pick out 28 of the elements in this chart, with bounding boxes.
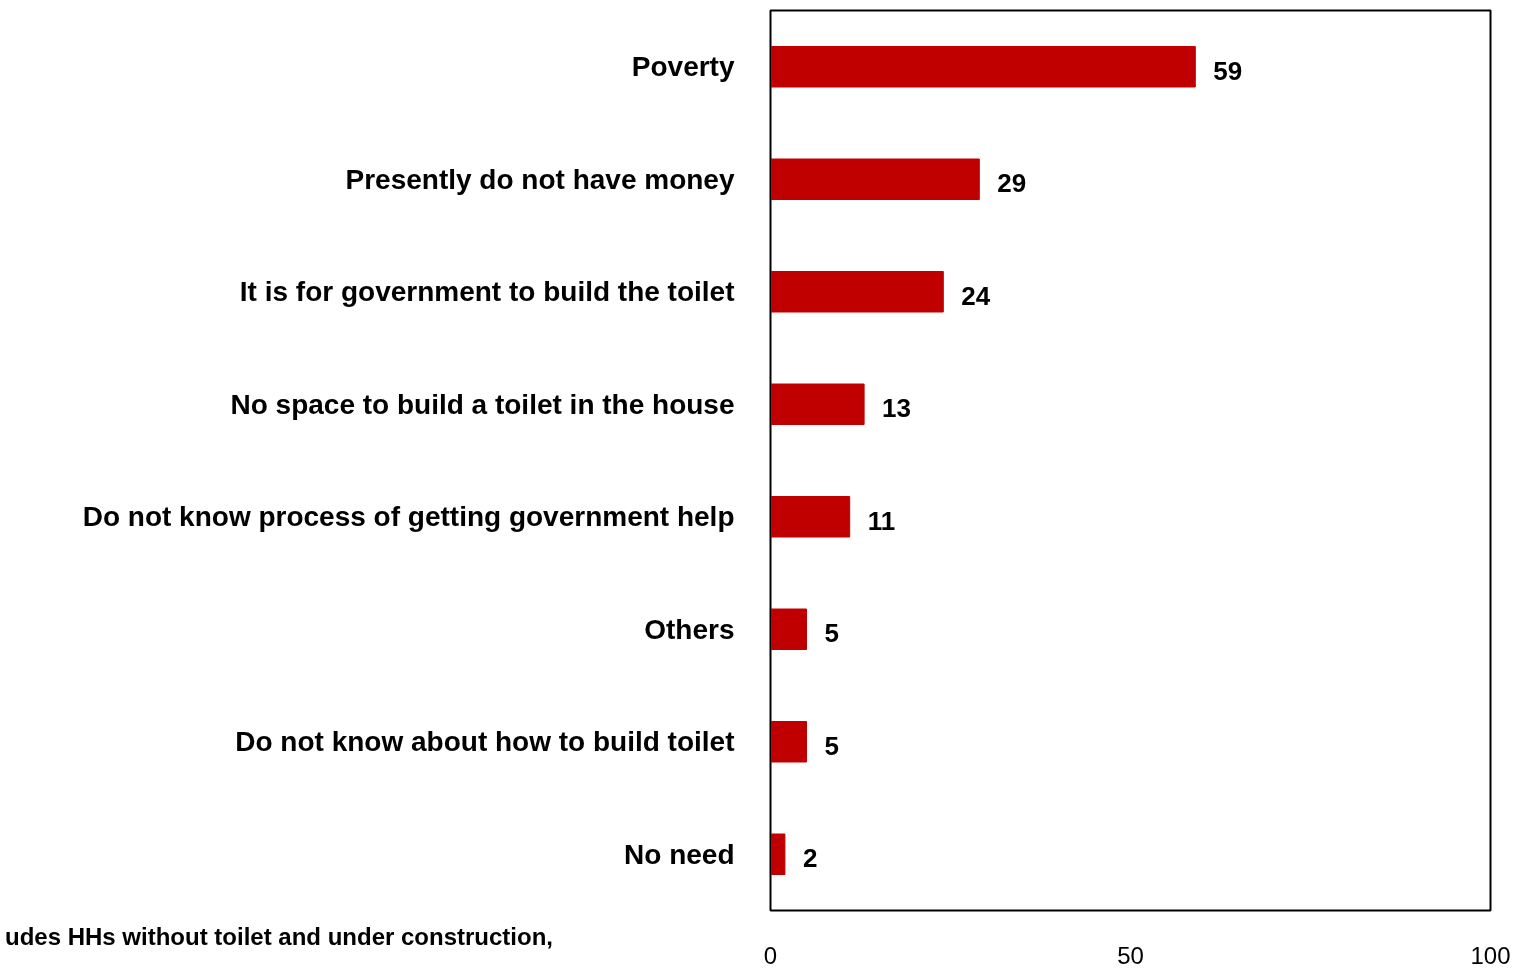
bar bbox=[770, 383, 865, 425]
data-label: 2 bbox=[802, 843, 818, 874]
x-tick-label: 0 bbox=[763, 941, 778, 969]
data-label: 11 bbox=[867, 505, 896, 536]
bar bbox=[770, 496, 851, 538]
bar bbox=[770, 833, 786, 875]
bar bbox=[770, 158, 980, 200]
bar bbox=[770, 608, 807, 650]
y-tick-label: No need bbox=[624, 838, 735, 870]
data-label: 5 bbox=[824, 730, 839, 761]
data-label: 13 bbox=[882, 393, 912, 424]
y-tick-label: No space to build a toilet in the house bbox=[230, 388, 735, 420]
data-label: 24 bbox=[961, 280, 991, 311]
data-label: 59 bbox=[1213, 55, 1243, 86]
bar bbox=[770, 46, 1196, 88]
y-tick-label: Others bbox=[644, 613, 735, 645]
y-tick-label: Do not know process of getting government help bbox=[82, 501, 735, 533]
data-label: 29 bbox=[997, 168, 1027, 199]
text: udes HHs without toilet and under construction, bbox=[5, 922, 554, 952]
bar bbox=[770, 721, 807, 763]
x-tick-label: 100 bbox=[1470, 941, 1511, 969]
y-tick-label: It is for government to build the toilet bbox=[239, 276, 735, 308]
x-tick-label: 50 bbox=[1117, 941, 1144, 969]
y-tick-label: Presently do not have money bbox=[345, 163, 735, 195]
data-label: 5 bbox=[824, 618, 839, 649]
y-tick-label: Do not know about how to build toilet bbox=[235, 726, 735, 758]
bar bbox=[770, 271, 944, 313]
y-tick-label: Poverty bbox=[631, 51, 735, 83]
